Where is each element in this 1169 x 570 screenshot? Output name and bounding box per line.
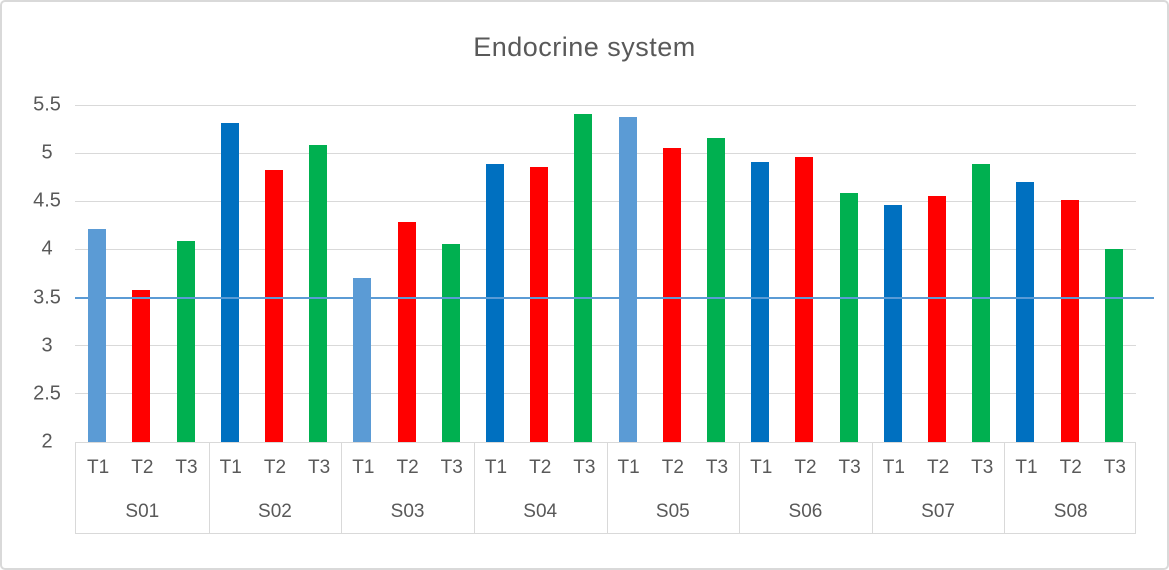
- bar-S03-T2: [397, 222, 416, 442]
- y-axis-tick-label: 2: [41, 430, 53, 453]
- subcategory-label-S01-T3: T3: [175, 457, 198, 478]
- bar-S04-T1: [485, 163, 504, 442]
- y-axis-tick-label: 5: [41, 141, 53, 164]
- y-axis-tick-label: 3.5: [33, 286, 61, 309]
- y-axis-tick-label: 4.5: [33, 189, 61, 212]
- bar-S04-T2: [530, 166, 549, 442]
- subcategory-label-S01-T2: T2: [131, 457, 154, 478]
- subcategory-label-S08-T1: T1: [1015, 457, 1038, 478]
- bar-S08-T2: [1060, 200, 1079, 442]
- bar-S02-T1: [220, 123, 239, 442]
- gridline: [75, 200, 1136, 202]
- category-group-S06: T1 T2 T3 S06: [739, 443, 872, 533]
- category-group-S05: T1 T2 T3 S05: [607, 443, 740, 533]
- category-label-S03: S03: [390, 501, 425, 522]
- category-label-S02: S02: [258, 501, 292, 522]
- category-label-S04: S04: [523, 501, 558, 522]
- y-axis-tick-label: 2.5: [33, 382, 61, 405]
- category-label-S07: S07: [921, 501, 955, 522]
- subcategory-label-S03-T3: T3: [440, 457, 463, 478]
- subcategory-label-S05-T2: T2: [661, 457, 684, 478]
- bar-S06-T2: [795, 156, 814, 442]
- chart-title: Endocrine system: [473, 32, 696, 62]
- category-label-S05: S05: [655, 501, 690, 522]
- subcategory-label-S04-T3: T3: [573, 457, 596, 478]
- category-axis: T1 T2 T3 S01 T1 T2 T3 S02 T1 T2 T3 S03 T1 T2 T3 S04 T1 T2…: [75, 442, 1136, 534]
- category-label-S08: S08: [1053, 501, 1088, 522]
- category-separator: [341, 443, 343, 533]
- bar-S06-T1: [751, 161, 770, 442]
- category-group-S01: T1 T2 T3 S01: [76, 443, 209, 533]
- gridline: [75, 248, 1136, 250]
- subcategory-label-S04-T2: T2: [529, 457, 552, 478]
- bar-S08-T3: [1104, 249, 1123, 442]
- category-separator: [739, 443, 741, 533]
- category-separator: [606, 443, 608, 533]
- subcategory-label-S06-T1: T1: [750, 457, 773, 478]
- category-separator: [473, 443, 475, 533]
- subcategory-label-S02-T2: T2: [263, 457, 287, 478]
- category-separator: [1004, 443, 1006, 533]
- subcategory-label-S02-T1: T1: [219, 457, 242, 478]
- category-separator: [208, 443, 210, 533]
- gridline: [75, 104, 1136, 106]
- bar-S07-T3: [972, 163, 991, 442]
- subcategory-label-S02-T3: T3: [308, 457, 331, 478]
- category-group-S08: T1 T2 T3 S08: [1004, 443, 1137, 533]
- bar-S04-T3: [574, 113, 593, 442]
- gridline: [75, 152, 1136, 154]
- category-label-S06: S06: [788, 501, 823, 522]
- subcategory-label-S04-T1: T1: [484, 457, 508, 478]
- gridline: [75, 393, 1136, 395]
- category-group-S07: T1 T2 T3 S07: [872, 443, 1005, 533]
- category-separator: [871, 443, 873, 533]
- bar-S03-T3: [441, 243, 460, 442]
- y-axis-tick-label: 3: [41, 334, 53, 357]
- y-axis-tick-label: 4: [41, 237, 53, 260]
- subcategory-label-S07-T3: T3: [971, 457, 994, 478]
- bar-S03-T1: [353, 278, 372, 442]
- subcategory-label-S05-T1: T1: [617, 457, 640, 478]
- bar-S01-T3: [176, 240, 195, 442]
- gridline: [75, 345, 1136, 347]
- bar-S02-T2: [264, 169, 283, 442]
- subcategory-label-S06-T2: T2: [794, 457, 817, 478]
- reference-line: [75, 296, 1154, 299]
- category-group-S04: T1 T2 T3 S04: [474, 443, 607, 533]
- bar-S01-T1: [88, 229, 107, 442]
- bar-S05-T3: [707, 137, 726, 442]
- subcategory-label-S03-T1: T1: [352, 457, 375, 478]
- subcategory-label-S05-T3: T3: [705, 457, 729, 478]
- bar-S05-T1: [618, 116, 637, 442]
- category-label-S01: S01: [125, 501, 160, 522]
- bar-S07-T2: [928, 195, 947, 442]
- subcategory-label-S07-T1: T1: [882, 457, 905, 478]
- bar-S05-T2: [662, 148, 681, 442]
- subcategory-label-S03-T2: T2: [396, 457, 419, 478]
- bar-S02-T3: [309, 145, 328, 442]
- bar-S08-T1: [1016, 182, 1035, 442]
- subcategory-label-S06-T3: T3: [838, 457, 861, 478]
- y-axis-tick-label: 5.5: [33, 93, 61, 116]
- subcategory-label-S08-T2: T2: [1059, 457, 1082, 478]
- subcategory-label-S08-T3: T3: [1103, 457, 1126, 478]
- category-group-S02: T1 T2 T3 S02: [209, 443, 342, 533]
- category-group-S03: T1 T2 T3 S03: [341, 443, 474, 533]
- subcategory-label-S07-T2: T2: [926, 457, 950, 478]
- bar-S06-T3: [839, 192, 858, 442]
- bar-S07-T1: [883, 205, 902, 442]
- subcategory-label-S01-T1: T1: [87, 457, 110, 478]
- bar-S01-T2: [132, 289, 151, 442]
